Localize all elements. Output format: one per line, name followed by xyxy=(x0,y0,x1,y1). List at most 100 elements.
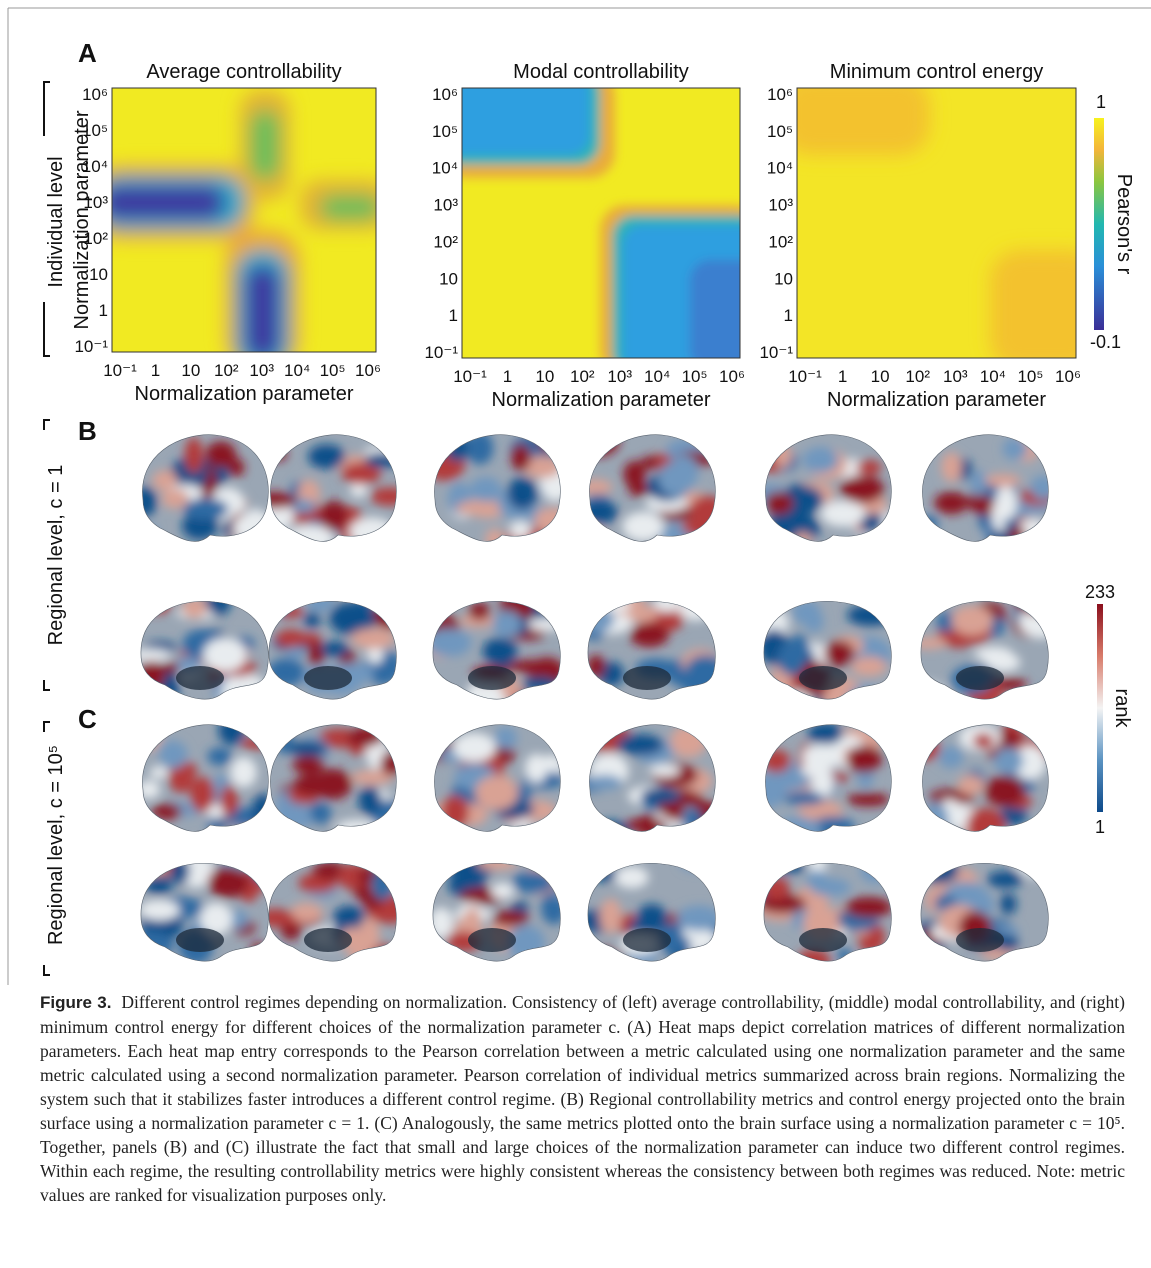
brain-patch xyxy=(807,870,828,888)
brain-patch xyxy=(951,605,993,635)
brain-patch xyxy=(577,424,620,457)
brain-patch xyxy=(126,649,172,661)
brain-patch xyxy=(423,434,452,448)
panel-letter: B xyxy=(78,416,97,446)
heatmap-title: Modal controllability xyxy=(513,61,689,83)
row-label: Regional level, c = 10⁵ xyxy=(45,745,67,945)
x-tick-label: 10² xyxy=(570,367,595,386)
brain-patch xyxy=(275,605,304,618)
x-tick-label: 10⁶ xyxy=(1055,367,1081,386)
brain-patch xyxy=(1019,603,1061,638)
brain-patch xyxy=(286,647,305,660)
x-tick-label: 10 xyxy=(871,367,890,386)
colorbar-max: 1 xyxy=(1096,92,1106,112)
brain-patch xyxy=(351,628,396,649)
x-axis-label: Normalization parameter xyxy=(827,389,1046,411)
brain-patch xyxy=(494,727,517,750)
brain-patch xyxy=(653,595,682,612)
brain-patch xyxy=(789,486,823,513)
brain-patch xyxy=(253,860,270,882)
x-tick-label: 10² xyxy=(905,367,930,386)
brain-patch xyxy=(973,733,994,749)
brain-patch xyxy=(617,734,664,755)
x-tick-label: 10³ xyxy=(249,361,274,380)
x-tick-label: 1 xyxy=(503,367,512,386)
brain-patch xyxy=(230,757,256,788)
caption-label: Figure 3. xyxy=(40,993,111,1012)
brain-patch xyxy=(599,899,621,934)
brain-patch xyxy=(1008,527,1026,543)
brain-patch xyxy=(139,900,180,921)
brain xyxy=(251,424,408,556)
brain-patch xyxy=(684,809,703,829)
brain-patch xyxy=(1014,590,1058,614)
brain-patch xyxy=(429,907,453,938)
heatmap xyxy=(90,88,390,370)
brain-patch xyxy=(1002,438,1027,460)
brain-patch xyxy=(333,906,365,928)
colorbar-label: rank xyxy=(1111,689,1133,729)
brain xyxy=(576,714,729,846)
caption: Figure 3. Different control regimes depe… xyxy=(40,990,1125,1207)
brain-patch xyxy=(752,778,787,805)
brain-patch xyxy=(1017,519,1048,551)
brain-patch xyxy=(292,755,325,774)
brain-patch xyxy=(485,528,503,550)
brain-patch xyxy=(905,682,946,711)
brain-patch xyxy=(803,447,838,473)
brain-patch xyxy=(777,642,805,676)
brain-patch xyxy=(203,638,247,672)
x-tick-label: 10 xyxy=(535,367,554,386)
brain-patch xyxy=(994,747,1024,774)
brain-medial xyxy=(799,666,847,690)
brain-patch xyxy=(824,641,855,667)
brain-patch xyxy=(685,655,725,687)
brain-patch xyxy=(151,804,181,820)
x-tick-label: 10⁵ xyxy=(1017,367,1043,386)
brain-patch xyxy=(794,532,811,546)
brain-patch xyxy=(466,431,493,464)
brain-patch xyxy=(350,482,367,497)
brain-patch xyxy=(267,602,286,615)
brain-patch xyxy=(847,793,890,807)
x-tick-label: 10⁻¹ xyxy=(103,361,137,380)
y-tick-label: 10³ xyxy=(433,196,458,215)
brain-patch xyxy=(851,657,886,677)
x-tick-label: 10² xyxy=(214,361,239,380)
brain-medial xyxy=(304,666,352,690)
x-tick-label: 10⁻¹ xyxy=(788,367,822,386)
brain xyxy=(577,424,728,556)
brain-patch xyxy=(765,492,794,515)
heatmap xyxy=(440,70,762,375)
brain-patch xyxy=(434,858,461,874)
brain-patch xyxy=(308,641,324,666)
brain-patch xyxy=(507,660,553,673)
brain-medial xyxy=(623,928,671,952)
brain-patch xyxy=(670,725,707,758)
brain xyxy=(133,714,274,846)
brain-patch xyxy=(847,745,882,773)
brain-patch xyxy=(924,802,949,835)
brain-patch xyxy=(670,455,699,489)
x-tick-label: 10 xyxy=(181,361,200,380)
page: A B C xyxy=(0,0,1151,1268)
brain xyxy=(264,714,407,846)
brain-patch xyxy=(808,723,843,745)
brain-patch xyxy=(304,612,321,628)
brain-patch xyxy=(441,796,469,829)
brain-medial xyxy=(304,928,352,952)
brain-patches xyxy=(753,850,892,973)
y-tick-label: 1 xyxy=(784,306,793,325)
brain-patch xyxy=(586,775,622,790)
brain-patch xyxy=(288,741,327,756)
brain-patch xyxy=(370,487,408,505)
brain-patch xyxy=(308,444,345,469)
x-tick-label: 10⁶ xyxy=(355,361,381,380)
brain xyxy=(425,714,566,846)
colorbar-min: -0.1 xyxy=(1090,332,1121,352)
brain-patch xyxy=(938,746,963,768)
brain-patch xyxy=(802,744,845,768)
brain-patch xyxy=(591,821,630,839)
brain-patch xyxy=(837,949,853,962)
y-tick-label: 1 xyxy=(99,301,108,320)
